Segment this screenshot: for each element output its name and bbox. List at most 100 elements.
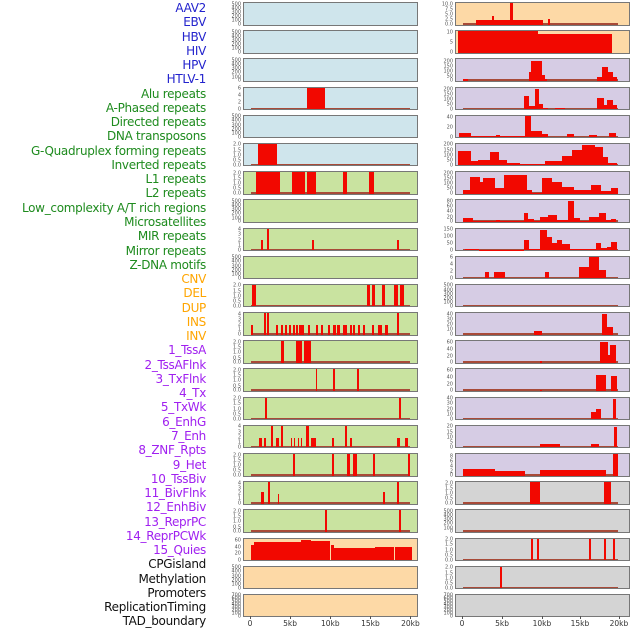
y-tick-label: 2.0 — [233, 170, 241, 177]
left-panel-column: 500 400 300 200 100 0 500 400 300 200 100 0 500 400 30… — [210, 0, 419, 630]
signal-bar — [363, 325, 366, 335]
y-axis-cpgisland: 2.0 1.5 1.0 0.5 0.0 — [425, 479, 455, 507]
track-row-mir-repeats: 2.0 1.5 1.0 0.5 0.0 — [210, 451, 418, 479]
y-tick-label: 4 — [237, 92, 241, 99]
signal-bar — [267, 228, 269, 250]
y-axis-l1-repeats: 2.0 1.5 1.0 0.5 0.0 — [210, 338, 243, 366]
y-tick-label: 20 — [446, 423, 453, 430]
y-tick-label: 2.0 — [233, 141, 241, 148]
y-tick-label: 3 — [237, 429, 241, 436]
signal-bar — [500, 136, 526, 138]
y-tick-label: 0 — [237, 247, 241, 253]
signal-bar — [504, 174, 528, 194]
y-axis-z-dna-motifs: 2.0 1.5 1.0 0.5 0.0 — [210, 507, 243, 535]
track-label-cpgisland: CPGisland — [148, 557, 206, 572]
signal-bar — [595, 146, 604, 166]
signal-bar — [293, 437, 296, 448]
y-tick-label: 0 — [237, 49, 241, 56]
y-tick-label: 100 — [443, 96, 453, 103]
y-axis-a-phased-repeats: 500 400 300 200 100 0 — [210, 197, 243, 225]
y-tick-label: 0.5 — [233, 383, 241, 390]
signal-bar — [613, 399, 617, 420]
y-tick-label: 600 — [231, 595, 241, 602]
track-label-15-quies: 15_Quies — [153, 543, 206, 558]
y-tick-label: 0.5 — [445, 552, 453, 559]
signal-bar — [350, 437, 353, 448]
y-tick-label: 400 — [231, 5, 241, 12]
y-tick-label: 600 — [443, 595, 453, 602]
y-tick-label: 6 — [449, 458, 453, 465]
signal-bar — [385, 325, 389, 335]
signal-bar — [561, 186, 574, 194]
track-label-12-enhbiv: 12_EnhBiv — [145, 500, 206, 515]
signal-bar — [332, 454, 335, 476]
signal-bar — [531, 131, 542, 138]
y-axis-13-reprpc: 40 30 20 10 0 — [425, 395, 455, 423]
signal-bar — [500, 566, 502, 589]
track-row-l1-repeats: 2.0 1.5 1.0 0.5 0.0 — [210, 338, 418, 366]
y-axis-5-txwk: 200 150 100 50 0 — [425, 169, 455, 197]
y-tick-label: 2 — [449, 468, 453, 475]
signal-bar — [561, 156, 572, 166]
signal-bar — [382, 284, 386, 307]
y-axis-inv: 10 5 0 — [425, 28, 455, 56]
y-tick-label: 1.0 — [445, 547, 453, 554]
y-tick-label: 60 — [234, 537, 241, 544]
y-tick-label: 100 — [231, 45, 241, 52]
signal-bar — [275, 437, 278, 448]
track-label-ins: INS — [186, 314, 207, 329]
y-tick-label: 0.0 — [233, 303, 241, 310]
signal-baseline — [462, 530, 619, 532]
y-axis-9-het: 500 400 300 200 100 0 — [425, 282, 455, 310]
signal-bar — [260, 491, 264, 504]
signal-bar — [298, 325, 304, 335]
track-label-ebv: EBV — [183, 15, 206, 30]
track-panel-a-phased-repeats — [243, 199, 418, 223]
signal-bar — [324, 510, 327, 532]
y-axis-del: 500 400 300 200 100 0 — [210, 564, 243, 592]
signal-bar — [538, 103, 543, 110]
signal-bar — [608, 71, 614, 81]
x-tick-label: 0 — [247, 619, 253, 628]
x-axis: 0 5kb 10kb 15kb 20kb — [455, 616, 630, 630]
track-label-3-txflnk: 3_TxFlnk — [155, 371, 207, 386]
track-panel-cnv — [243, 537, 418, 562]
signal-baseline — [250, 361, 411, 363]
signal-bar — [394, 284, 399, 307]
signal-bar — [534, 220, 541, 222]
track-label-6-enhg: 6_EnhG — [162, 414, 206, 429]
y-tick-label: 2.0 — [445, 480, 453, 487]
track-panel-hiv — [243, 86, 418, 111]
y-tick-label: 50 — [446, 73, 453, 80]
signal-bar — [291, 172, 305, 194]
y-tick-label: 100 — [231, 74, 241, 81]
y-tick-label: 0 — [449, 190, 453, 197]
y-tick-label: 400 — [443, 601, 453, 608]
y-axis-11-bivflnk: 60 40 20 0 — [425, 338, 455, 366]
track-panel-14-reprpcwk — [455, 424, 630, 449]
y-tick-label: 500 — [443, 508, 453, 515]
y-tick-label: 0.5 — [233, 524, 241, 531]
signal-bar — [288, 325, 291, 335]
y-tick-label: 300 — [231, 122, 241, 129]
y-tick-label: 0 — [237, 21, 241, 28]
track-row-14-reprpcwk: 20 15 10 5 0 — [425, 423, 630, 451]
signal-bar — [556, 239, 562, 250]
y-tick-label: 20 — [234, 550, 241, 557]
y-tick-label: 1.5 — [233, 372, 241, 379]
y-tick-label: 80 — [446, 198, 453, 205]
y-tick-label: 0.0 — [445, 557, 453, 564]
y-axis-7-enh: 150 100 50 0 — [425, 226, 455, 254]
track-panel-13-reprpc — [455, 396, 630, 421]
y-axis-10-tssbiv: 40 30 20 10 0 — [425, 310, 455, 338]
y-tick-label: 0.5 — [445, 580, 453, 587]
signal-bar — [327, 325, 331, 335]
signal-bar — [540, 389, 542, 391]
track-label-13-reprpc: 13_ReprPC — [144, 514, 206, 529]
y-tick-label: 50 — [446, 185, 453, 192]
signal-bar — [277, 437, 280, 448]
signal-bar — [571, 149, 582, 166]
track-panel-alu-repeats — [243, 171, 418, 195]
signal-bar — [378, 325, 383, 335]
